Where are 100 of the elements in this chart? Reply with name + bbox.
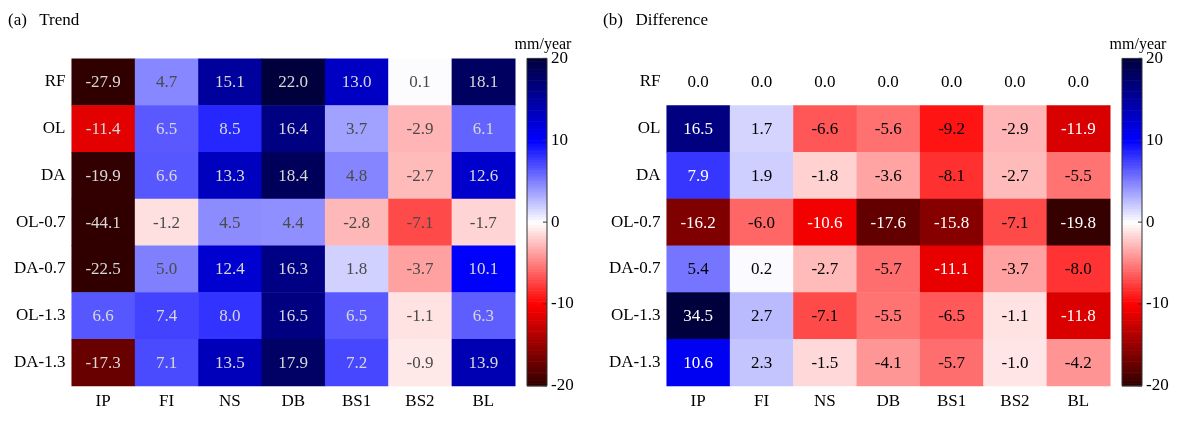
data-label: 0.0 bbox=[814, 72, 836, 92]
y-tick-label: OL-0.7 bbox=[15, 211, 66, 231]
data-label: 12.4 bbox=[215, 259, 246, 279]
data-label: 1.7 bbox=[750, 119, 773, 139]
data-label: 4.7 bbox=[155, 72, 178, 92]
data-label: 10.6 bbox=[683, 352, 714, 372]
color-bar-title: mm/year bbox=[1109, 34, 1168, 53]
color-bar-label: -10 bbox=[551, 293, 574, 313]
data-label: 13.5 bbox=[215, 352, 245, 372]
data-label: -1.1 bbox=[406, 306, 434, 326]
data-label: -8.0 bbox=[1064, 259, 1092, 279]
data-label: 12.6 bbox=[468, 165, 499, 185]
data-label: -3.7 bbox=[1001, 259, 1029, 279]
x-tick-label: BS2 bbox=[405, 391, 435, 411]
data-label: -7.1 bbox=[811, 306, 839, 326]
data-label: -44.1 bbox=[85, 212, 121, 232]
data-label: 6.5 bbox=[155, 119, 178, 139]
data-label: 16.4 bbox=[278, 119, 309, 139]
y-tick-label: OL-1.3 bbox=[15, 305, 66, 325]
data-label: -10.6 bbox=[807, 212, 843, 232]
data-label: 1.9 bbox=[750, 165, 773, 185]
data-label: -2.8 bbox=[343, 212, 371, 232]
data-label: 7.4 bbox=[155, 306, 178, 326]
data-label: -2.9 bbox=[406, 119, 434, 139]
data-label: 0.0 bbox=[750, 72, 773, 92]
data-label: -5.7 bbox=[938, 352, 966, 372]
data-label: -17.3 bbox=[85, 352, 121, 372]
data-label: 16.5 bbox=[683, 119, 714, 139]
data-label: 2.3 bbox=[750, 352, 773, 372]
y-tick-label: DA bbox=[635, 164, 662, 184]
data-label: 0.1 bbox=[409, 72, 431, 92]
data-label: 4.5 bbox=[219, 212, 241, 232]
y-tick-label: OL bbox=[637, 118, 661, 138]
data-label: 8.5 bbox=[219, 119, 241, 139]
data-label: 5.4 bbox=[687, 259, 710, 279]
data-label: -27.9 bbox=[85, 72, 121, 92]
x-tick-label: DB bbox=[876, 391, 901, 411]
x-tick-label: BL bbox=[1067, 391, 1090, 411]
data-label: 6.6 bbox=[155, 165, 178, 185]
data-label: -1.2 bbox=[153, 212, 180, 232]
x-tick-label: BS1 bbox=[341, 391, 372, 411]
data-label: -11.9 bbox=[1060, 119, 1096, 139]
data-label: -5.5 bbox=[1064, 165, 1092, 185]
x-tick-label: FI bbox=[753, 391, 770, 411]
y-tick-label: DA-0.7 bbox=[609, 258, 661, 278]
y-tick-label: DA-1.3 bbox=[609, 351, 661, 371]
data-label: -2.7 bbox=[811, 259, 839, 279]
y-tick-label: DA-0.7 bbox=[14, 258, 66, 278]
data-label: 3.7 bbox=[345, 119, 368, 139]
data-label: 0.0 bbox=[687, 72, 709, 92]
chart-title: (a) Trend bbox=[8, 9, 80, 29]
color-bar-label: -20 bbox=[1146, 375, 1169, 395]
color-bar-title: mm/year bbox=[514, 34, 573, 53]
x-tick-label: IP bbox=[95, 391, 111, 411]
data-label: -5.7 bbox=[874, 259, 903, 279]
data-label: 4.8 bbox=[345, 165, 368, 185]
x-tick-label: NS bbox=[219, 391, 241, 411]
data-label: -16.2 bbox=[680, 212, 716, 232]
data-label: -1.8 bbox=[811, 165, 839, 185]
data-label: -4.1 bbox=[874, 352, 902, 372]
data-label: -5.6 bbox=[874, 119, 902, 139]
data-label: 22.0 bbox=[278, 72, 309, 92]
data-label: 6.5 bbox=[345, 306, 368, 326]
data-label: -4.2 bbox=[1064, 352, 1092, 372]
color-bar-label: 0 bbox=[551, 211, 560, 231]
data-label: 6.6 bbox=[92, 306, 114, 326]
data-label: 10.1 bbox=[468, 259, 499, 279]
data-label: 18.1 bbox=[468, 72, 499, 92]
data-label: -2.9 bbox=[1001, 119, 1029, 139]
data-label: -19.8 bbox=[1060, 212, 1097, 232]
y-tick-label: OL bbox=[42, 118, 66, 138]
color-bar-label: 0 bbox=[1146, 211, 1155, 231]
chart-title: (b) Difference bbox=[603, 9, 708, 29]
x-tick-label: IP bbox=[690, 391, 706, 411]
data-label: 0.0 bbox=[1067, 72, 1089, 92]
data-label: 13.3 bbox=[215, 165, 245, 185]
color-bar-label: 10 bbox=[551, 129, 568, 149]
data-label: 2.7 bbox=[750, 306, 773, 326]
data-label: 16.3 bbox=[278, 259, 309, 279]
x-tick-label: BL bbox=[472, 391, 495, 411]
y-tick-label: DA-1.3 bbox=[14, 351, 66, 371]
y-tick-label: RF bbox=[639, 71, 661, 91]
data-label: 1.8 bbox=[345, 259, 368, 279]
data-label: -9.2 bbox=[938, 119, 966, 139]
data-label: 0.0 bbox=[1004, 72, 1026, 92]
data-label: -11.8 bbox=[1060, 306, 1096, 326]
data-label: 0.0 bbox=[877, 72, 899, 92]
data-label: 16.5 bbox=[278, 306, 309, 326]
data-label: 7.1 bbox=[155, 352, 178, 372]
x-tick-label: BS2 bbox=[1000, 391, 1030, 411]
data-label: 8.0 bbox=[219, 306, 241, 326]
data-label: -6.6 bbox=[811, 119, 839, 139]
data-label: 7.9 bbox=[687, 165, 709, 185]
data-label: 17.9 bbox=[278, 352, 309, 372]
data-label: -1.0 bbox=[1001, 352, 1029, 372]
data-label: -7.1 bbox=[406, 212, 434, 232]
y-tick-label: OL-1.3 bbox=[610, 305, 661, 325]
data-label: -1.5 bbox=[811, 352, 839, 372]
data-label: -1.1 bbox=[1001, 306, 1029, 326]
y-tick-label: RF bbox=[44, 71, 66, 91]
